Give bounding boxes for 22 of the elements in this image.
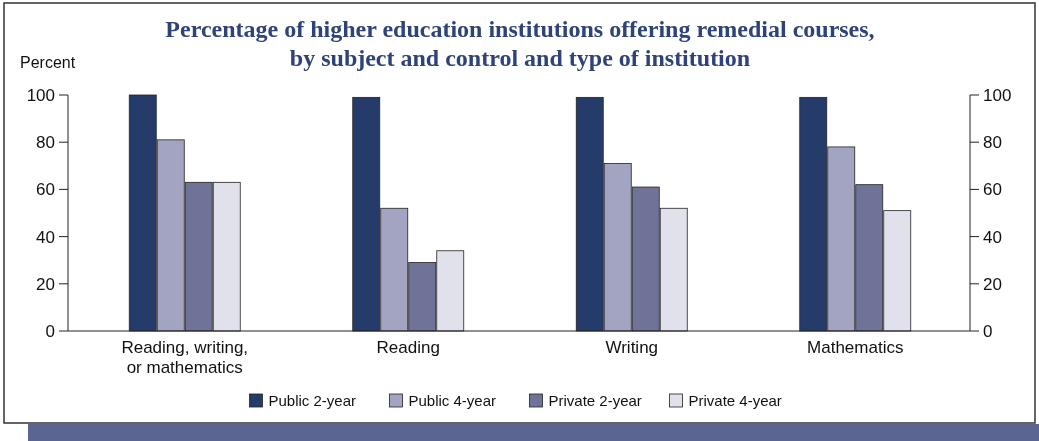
y-tick-label: 40 (36, 227, 55, 247)
y-tick-label: 20 (36, 274, 55, 294)
chart-title: Percentage of higher education institutions offering remedial courses, by subject and control and type of institution (165, 16, 875, 71)
legend-label: Public 4-year (408, 392, 497, 409)
legend-label: Private 2-year (548, 392, 642, 409)
y2-tick-label: 40 (983, 227, 1002, 247)
y-tick-label: 100 (26, 86, 55, 105)
y2-tick-label: 20 (983, 274, 1002, 294)
x-tick-label: Reading (376, 338, 440, 357)
legend-label: Private 4-year (688, 392, 782, 409)
y-tick-label: 80 (36, 133, 55, 153)
x-tick-label: Reading, writing, or mathematics (121, 338, 249, 377)
x-tick-label: Writing (605, 338, 659, 357)
legend-label: Public 2-year (268, 392, 357, 409)
y2-tick-label: 60 (983, 180, 1002, 200)
y-tick-label: 0 (45, 322, 55, 341)
y-tick-label: 60 (36, 180, 55, 200)
y2-tick-label: 0 (983, 322, 993, 341)
y2-tick-label: 100 (983, 86, 1012, 105)
x-tick-label: Mathematics (807, 338, 904, 357)
y-axis-title: Percent (20, 54, 76, 71)
y2-tick-label: 80 (983, 133, 1002, 153)
